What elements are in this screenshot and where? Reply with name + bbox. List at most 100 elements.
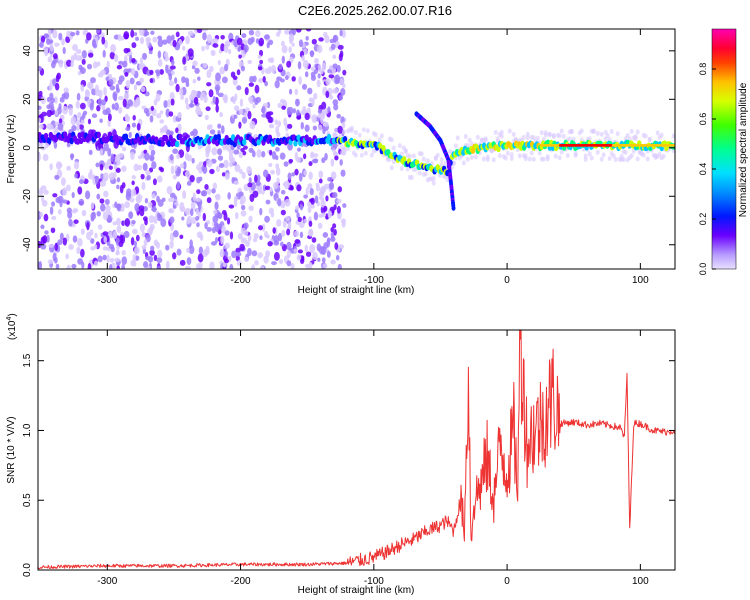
spectrogram-halo-cell (331, 148, 336, 154)
spectrogram-noise-cell (330, 158, 335, 167)
spectrogram-noise-cell (235, 251, 242, 257)
spectrogram-noise-cell (242, 150, 247, 156)
spectrogram-noise-cell (125, 115, 131, 123)
spectrogram-noise-cell (275, 167, 281, 176)
spectrogram-noise-cell (328, 94, 334, 100)
spectrogram-noise-cell (74, 173, 78, 179)
spectrogram-noise-cell (151, 193, 156, 199)
spectrogram-halo-cell (461, 160, 466, 166)
spectrogram-noise-cell (195, 215, 200, 221)
spectrogram-noise-cell (124, 201, 130, 209)
spectrogram-noise-cell (160, 218, 167, 228)
spectrogram-noise-cell (312, 153, 319, 158)
spectrogram-noise-cell (249, 120, 256, 130)
spectrogram-noise-cell (295, 98, 300, 107)
spectrogram-halo-cell (625, 132, 630, 138)
spectrogram-noise-cell (132, 254, 137, 263)
spectrogram-noise-cell (321, 212, 327, 218)
spectrogram-noise-cell (258, 49, 264, 57)
spectrogram-noise-cell (159, 167, 165, 173)
spectrogram-noise-cell (243, 230, 249, 236)
spectrogram-noise-cell (150, 245, 155, 251)
spectrogram-noise-cell (170, 65, 176, 70)
spectrogram-noise-cell (211, 188, 216, 194)
spectrogram-noise-cell (277, 198, 282, 207)
spectrogram-halo-cell (607, 156, 612, 162)
spectrogram-noise-cell (106, 254, 110, 263)
spectrogram-halo-cell (469, 154, 474, 160)
snr-plot-area (38, 330, 675, 570)
spectrogram-noise-cell (108, 79, 114, 86)
spectrogram-halo-cell (671, 133, 675, 139)
spectrogram-noise-cell (234, 164, 241, 173)
spectrogram-noise-cell (46, 234, 50, 243)
spectrogram-noise-cell (168, 111, 174, 117)
spectrogram-ridge-cell (69, 137, 74, 145)
spectrogram-noise-cell (113, 164, 118, 170)
spectrogram-noise-cell (196, 263, 201, 269)
spectrogram-halo-cell (369, 152, 374, 158)
spectrogram-halo-cell (491, 157, 496, 163)
spectrogram-noise-cell (85, 190, 91, 200)
spectrogram-noise-cell (253, 233, 259, 240)
spectrogram-noise-cell (57, 195, 64, 203)
spectrogram-halo-cell (391, 145, 396, 151)
spectrogram-noise-cell (307, 201, 312, 208)
snr-scale-prefix: (x10 (7, 320, 18, 340)
spectrogram-noise-cell (325, 78, 331, 86)
spectrogram-noise-cell (77, 258, 84, 265)
spectrogram-noise-cell (57, 122, 64, 131)
spectrogram-noise-cell (268, 207, 274, 215)
spectrogram-noise-cell (248, 82, 255, 87)
spectrogram-noise-cell (115, 251, 120, 256)
spectrogram-noise-cell (96, 193, 101, 200)
spectrogram-noise-cell (149, 223, 155, 231)
spectrogram-noise-cell (239, 243, 245, 251)
spectrogram-noise-cell (286, 228, 291, 236)
spectrogram-noise-cell (235, 247, 241, 254)
spectrogram-noise-cell (113, 54, 119, 63)
spectrogram-noise-cell (107, 113, 112, 122)
spectrogram-noise-cell (186, 257, 192, 266)
spectrogram-noise-cell (44, 230, 49, 235)
spectrogram-noise-cell (123, 92, 130, 100)
spectrogram-noise-cell (330, 43, 336, 50)
spectrogram-noise-cell (239, 199, 244, 205)
spectrogram-noise-cell (91, 113, 98, 119)
spectrogram-noise-cell (305, 29, 312, 32)
spectrogram-noise-cell (206, 226, 213, 232)
spectrogram-noise-cell (209, 168, 215, 175)
spectrogram-noise-cell (149, 154, 155, 162)
snr-series (38, 330, 675, 570)
spectrogram-noise-cell (142, 52, 148, 60)
spectrogram-noise-cell (107, 147, 112, 157)
spectrogram-halo-cell (527, 156, 532, 162)
spectrogram-y-axis: -40 -20 0 20 40 (22, 45, 675, 252)
spectrogram-noise-cell (59, 96, 65, 103)
spectrogram-noise-cell (309, 188, 314, 196)
spectrogram-halo-cell (553, 153, 558, 159)
spectrogram-noise-cell (262, 184, 267, 192)
spectrogram-noise-cell (274, 80, 280, 89)
spectrogram-halo-cell (405, 166, 410, 172)
spectrogram-halo-cell (611, 153, 616, 159)
spectrogram-noise-cell (314, 63, 319, 69)
spectrogram-noise-cell (259, 207, 263, 216)
spectrogram-noise-cell (99, 118, 103, 123)
spectrogram-noise-cell (143, 107, 150, 114)
spectrogram-noise-cell (72, 43, 78, 52)
spectrogram-noise-cell (229, 231, 234, 240)
spectrogram-x-axis: -300 -200 -100 0 100 (97, 29, 649, 286)
spectrogram-noise-cell (280, 40, 285, 47)
spectrogram-noise-cell (221, 209, 227, 215)
spectrogram-noise-cell (280, 209, 286, 216)
spectrogram-noise-cell (295, 29, 302, 33)
spectrogram-noise-cell (286, 60, 292, 68)
spectrogram-noise-cell (280, 241, 284, 247)
spectrogram-noise-cell (229, 263, 234, 269)
spectrogram-noise-cell (208, 89, 214, 98)
spectrogram-halo-cell (341, 129, 346, 135)
spectrogram-noise-cell (299, 221, 305, 229)
spectrogram-noise-cell (48, 101, 54, 109)
spectrogram-noise-cell (315, 184, 321, 192)
